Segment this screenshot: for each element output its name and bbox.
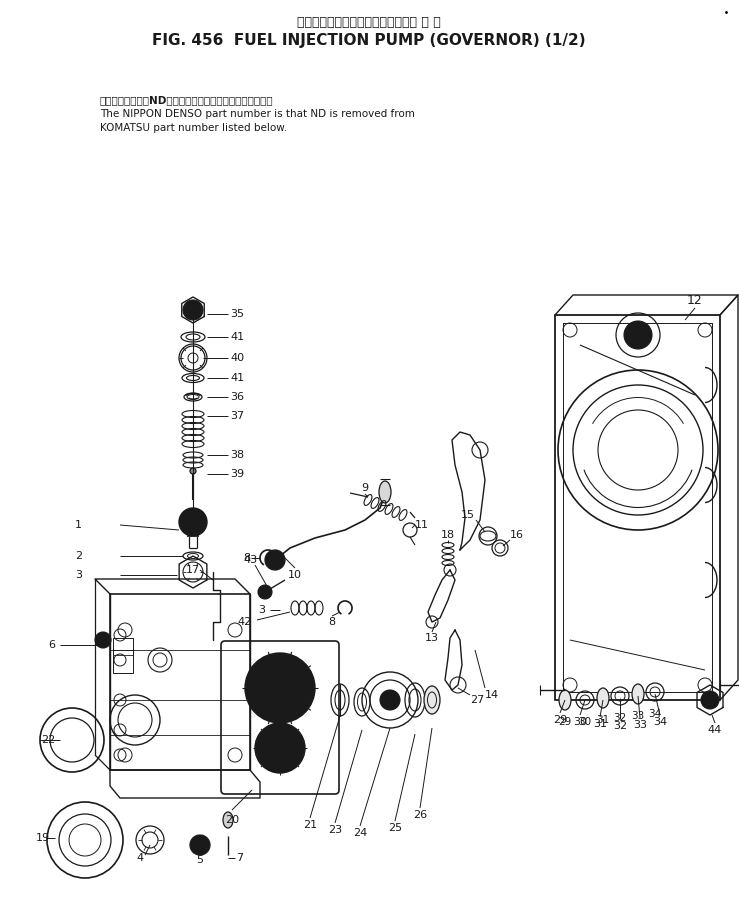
Text: 30: 30: [573, 717, 587, 727]
Ellipse shape: [559, 690, 571, 710]
Ellipse shape: [597, 688, 609, 708]
Text: 4: 4: [137, 853, 143, 863]
Text: 15: 15: [461, 510, 475, 520]
Text: 11: 11: [415, 520, 429, 530]
Circle shape: [265, 550, 285, 570]
Text: 27: 27: [470, 695, 484, 705]
Text: 29: 29: [553, 715, 567, 725]
Text: 34: 34: [648, 709, 661, 719]
Text: 37: 37: [230, 411, 244, 421]
Circle shape: [255, 723, 305, 773]
Ellipse shape: [190, 468, 196, 474]
Text: 40: 40: [230, 353, 244, 363]
Text: 9: 9: [361, 483, 369, 493]
Text: The NIPPON DENSO part number is that ND is removed from: The NIPPON DENSO part number is that ND …: [100, 109, 415, 119]
Text: 33: 33: [633, 720, 647, 730]
Ellipse shape: [379, 481, 391, 503]
Text: 32: 32: [613, 721, 627, 731]
FancyBboxPatch shape: [221, 641, 339, 794]
Text: 42: 42: [238, 617, 252, 627]
Text: 19: 19: [36, 833, 50, 843]
Text: 39: 39: [230, 469, 244, 479]
Text: 21: 21: [303, 820, 317, 830]
Text: 32: 32: [613, 713, 627, 723]
Text: 34: 34: [653, 717, 667, 727]
Text: KOMATSU part number listed below.: KOMATSU part number listed below.: [100, 123, 287, 133]
Circle shape: [183, 300, 203, 320]
Text: 26: 26: [413, 810, 427, 820]
Text: 8: 8: [243, 553, 250, 563]
Text: 35: 35: [230, 309, 244, 319]
Text: 43: 43: [243, 555, 257, 565]
Circle shape: [95, 632, 111, 648]
Ellipse shape: [632, 684, 644, 704]
Text: 10: 10: [288, 570, 302, 580]
Text: 7: 7: [236, 853, 243, 863]
Text: フェルインジェクションポンプ　ガ バ ナ: フェルインジェクションポンプ ガ バ ナ: [297, 16, 441, 28]
Text: 16: 16: [510, 530, 524, 540]
Bar: [113, 638, 133, 673]
Text: 41: 41: [230, 332, 244, 342]
Text: 24: 24: [353, 828, 367, 838]
Text: 41: 41: [230, 373, 244, 383]
Text: 17: 17: [186, 565, 200, 575]
Text: FIG. 456  FUEL INJECTION PUMP (GOVERNOR) (1/2): FIG. 456 FUEL INJECTION PUMP (GOVERNOR) …: [152, 32, 586, 48]
Text: 25: 25: [388, 823, 402, 833]
Text: 13: 13: [425, 633, 439, 643]
Text: 14: 14: [485, 690, 499, 700]
Text: 23: 23: [328, 825, 342, 835]
Circle shape: [179, 508, 207, 536]
Text: 5: 5: [197, 855, 203, 865]
Text: 3: 3: [75, 570, 82, 580]
Text: 22: 22: [41, 735, 55, 745]
Text: 29: 29: [559, 717, 572, 727]
Text: 44: 44: [708, 725, 722, 735]
Ellipse shape: [424, 686, 440, 714]
Circle shape: [190, 835, 210, 855]
Circle shape: [380, 690, 400, 710]
Text: 31: 31: [593, 719, 607, 729]
Text: 33: 33: [631, 711, 644, 721]
Text: 3: 3: [258, 605, 265, 615]
Text: 20: 20: [225, 815, 239, 825]
Ellipse shape: [223, 812, 233, 828]
Text: 1: 1: [75, 520, 82, 530]
Text: 品番のメーカ記号NDを除いたものが日本電装の品番です。: 品番のメーカ記号NDを除いたものが日本電装の品番です。: [100, 95, 273, 105]
Text: 36: 36: [230, 392, 244, 402]
Circle shape: [624, 321, 652, 349]
Text: 6: 6: [48, 640, 55, 650]
Text: 8: 8: [328, 617, 336, 627]
Text: 12: 12: [687, 293, 703, 306]
Circle shape: [245, 653, 315, 723]
Text: 18: 18: [441, 530, 455, 540]
Text: 31: 31: [596, 715, 610, 725]
Text: 38: 38: [230, 450, 244, 460]
Text: 2: 2: [75, 551, 82, 561]
Circle shape: [701, 691, 719, 709]
Text: 30: 30: [579, 717, 591, 727]
Circle shape: [258, 585, 272, 599]
